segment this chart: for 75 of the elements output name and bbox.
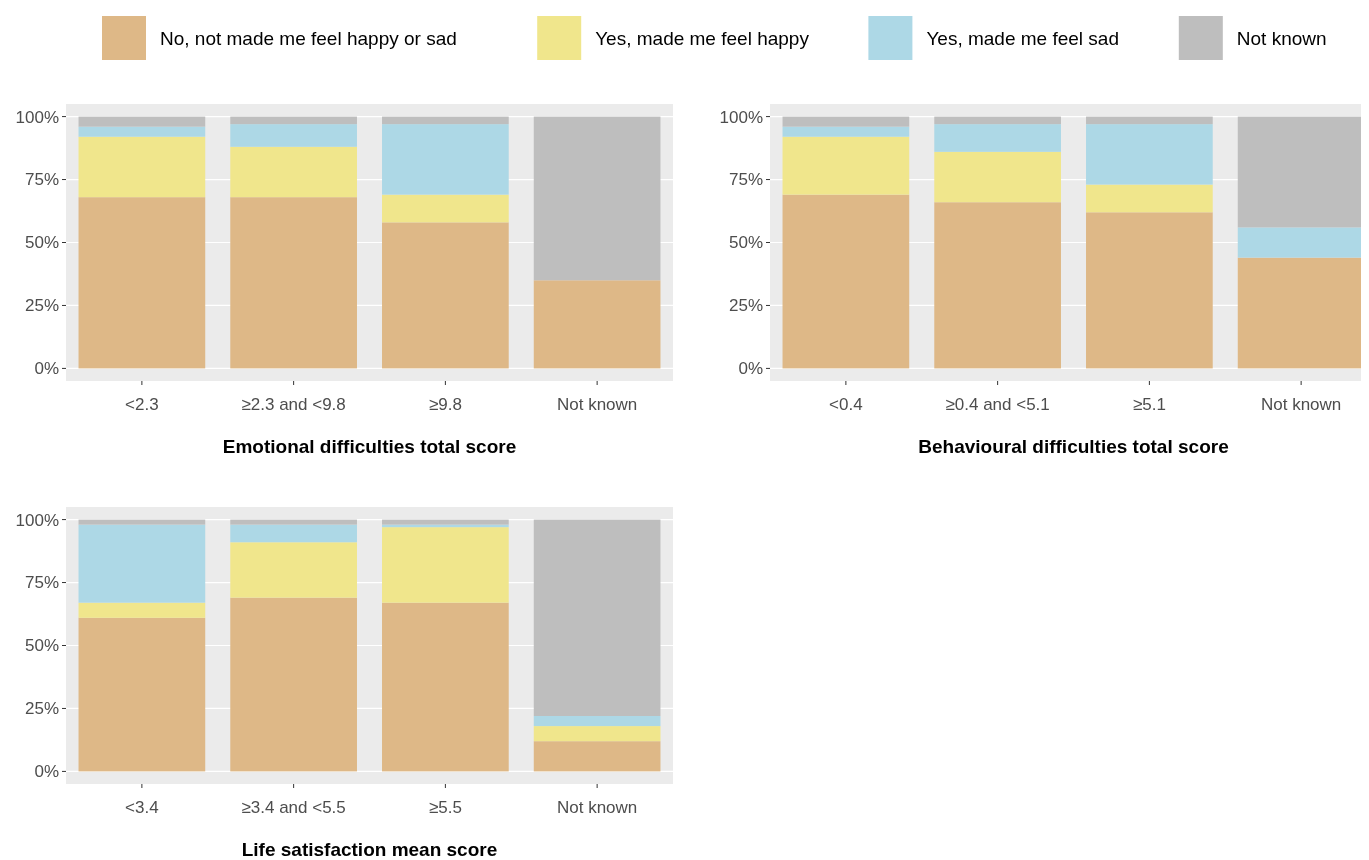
y-tick-label: 75%: [24, 170, 59, 190]
y-tick-label: 75%: [728, 170, 763, 190]
bar: [382, 124, 509, 195]
bar: [1086, 184, 1213, 213]
legend-label: No, not made me feel happy or sad: [160, 27, 457, 49]
x-axis-title: Emotional difficulties total score: [222, 436, 517, 457]
y-tick-label: 25%: [24, 699, 59, 719]
bar: [78, 126, 206, 137]
y-tick-label: 0%: [738, 359, 763, 379]
bar: [230, 197, 357, 369]
bar: [782, 116, 910, 127]
bar: [934, 116, 1061, 125]
bar: [78, 116, 206, 127]
y-tick-label: 25%: [728, 296, 763, 316]
bar: [78, 617, 206, 772]
x-tick-label: ≥2.3 and <9.8: [241, 395, 346, 414]
bar: [78, 519, 206, 525]
x-tick-label: <3.4: [125, 798, 159, 817]
x-tick-label: ≥5.5: [428, 798, 462, 817]
bar: [382, 519, 509, 525]
legend-label: Yes, made me feel sad: [926, 27, 1119, 49]
x-tick-label: ≥0.4 and <5.1: [945, 395, 1050, 414]
bar: [533, 726, 661, 742]
bar: [533, 519, 661, 717]
bar: [1086, 116, 1213, 125]
y-tick-label: 50%: [728, 233, 763, 253]
bar: [230, 116, 357, 125]
bar: [533, 280, 661, 369]
bar: [1086, 124, 1213, 185]
bar: [230, 524, 357, 543]
x-tick-label: ≥5.1: [1132, 395, 1166, 414]
bar: [230, 519, 357, 525]
bar: [934, 202, 1061, 369]
y-tick-label: 100%: [719, 107, 763, 127]
bar: [382, 194, 509, 223]
bar: [382, 602, 509, 772]
bar: [934, 124, 1061, 152]
legend-label: Yes, made me feel happy: [595, 27, 810, 49]
y-tick-label: 50%: [24, 636, 59, 656]
bar: [382, 527, 509, 603]
bar: [382, 222, 509, 369]
bar: [782, 136, 910, 195]
x-tick-label: ≥3.4 and <5.5: [241, 798, 346, 817]
y-tick-label: 25%: [24, 296, 59, 316]
bar: [78, 524, 206, 603]
y-tick-label: 0%: [34, 359, 59, 379]
bar: [78, 136, 206, 198]
y-tick-label: 0%: [34, 762, 59, 782]
bar: [533, 741, 661, 772]
bar: [934, 151, 1061, 203]
bar: [230, 597, 357, 772]
y-tick-label: 100%: [15, 107, 59, 127]
x-tick-label: Not known: [556, 798, 638, 817]
bar: [78, 602, 206, 618]
bar: [78, 197, 206, 369]
x-axis-title: Behavioural difficulties total score: [918, 436, 1229, 457]
x-tick-label: ≥9.8: [428, 395, 462, 414]
bar: [533, 716, 661, 727]
x-tick-label: Not known: [1260, 395, 1342, 414]
y-tick-label: 100%: [15, 510, 59, 530]
bar: [1086, 212, 1213, 369]
bar: [533, 116, 661, 281]
x-tick-label: <0.4: [829, 395, 863, 414]
y-tick-label: 75%: [24, 573, 59, 593]
legend-label: Not known: [1236, 27, 1327, 49]
bar: [230, 542, 357, 598]
bar: [782, 194, 910, 369]
bar: [382, 116, 509, 125]
x-tick-label: <2.3: [125, 395, 159, 414]
bar: [230, 124, 357, 147]
y-tick-label: 50%: [24, 233, 59, 253]
x-axis-title: Life satisfaction mean score: [241, 839, 498, 860]
x-tick-label: Not known: [556, 395, 638, 414]
bar: [782, 126, 910, 137]
bar: [230, 146, 357, 198]
